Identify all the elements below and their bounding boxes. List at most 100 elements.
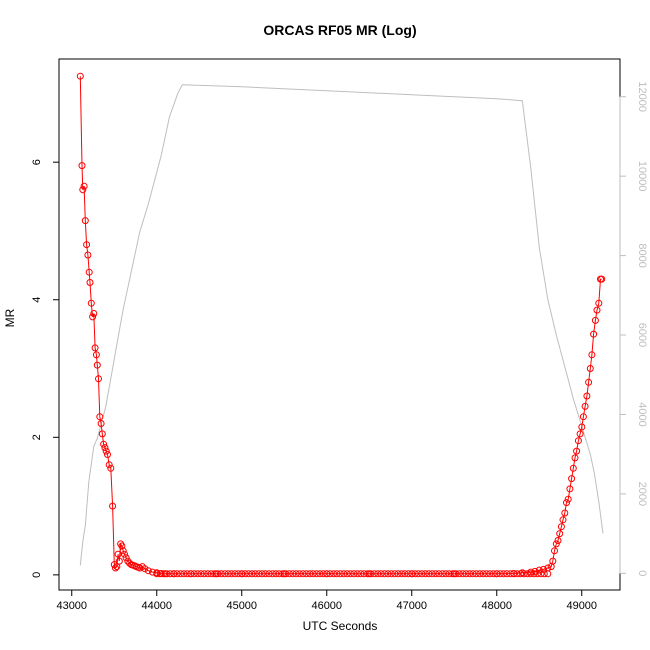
mr-point xyxy=(585,378,593,386)
mr-point xyxy=(384,570,392,578)
mr-point xyxy=(336,570,344,578)
mr-point xyxy=(449,570,457,578)
y2-tick-label: 12000 xyxy=(636,81,648,112)
mr-point xyxy=(566,485,574,493)
y2-tick-label: 0 xyxy=(636,570,648,576)
mr-point xyxy=(78,162,86,170)
mr-point xyxy=(228,570,235,578)
mr-point xyxy=(330,570,338,578)
mr-point xyxy=(79,186,87,194)
mr-point xyxy=(569,464,577,472)
mr-point xyxy=(124,557,132,565)
mr-point xyxy=(374,570,382,578)
y-axis-right: 0 2000 4000 6000 8000 10000 12000 xyxy=(619,81,648,576)
y-tick-label: 2 xyxy=(31,434,43,440)
mr-point xyxy=(258,570,266,578)
mr-point xyxy=(285,570,293,578)
mr-line xyxy=(79,76,602,575)
mr-point xyxy=(496,570,504,578)
mr-point xyxy=(381,570,389,578)
mr-point xyxy=(438,570,446,578)
mr-point xyxy=(93,361,101,369)
mr-point xyxy=(289,570,297,578)
mr-point xyxy=(200,570,208,578)
mr-point xyxy=(493,570,501,578)
mr-point xyxy=(574,437,582,445)
mr-point xyxy=(513,570,521,578)
mr-point xyxy=(377,570,385,578)
mr-point xyxy=(268,570,276,578)
mr-point xyxy=(581,402,589,410)
mr-point xyxy=(489,570,497,578)
mr-point xyxy=(551,547,558,555)
y2-tick-label: 8000 xyxy=(636,243,648,267)
altitude-line xyxy=(79,84,604,566)
mr-point xyxy=(221,570,229,578)
mr-point xyxy=(265,570,273,578)
mr-point xyxy=(234,570,242,578)
y2-tick-label: 4000 xyxy=(636,402,648,426)
mr-point xyxy=(292,570,300,578)
x-tick-label: 47000 xyxy=(396,600,427,612)
mr-point xyxy=(101,444,109,452)
mr-point xyxy=(173,570,181,578)
mr-point xyxy=(89,313,97,321)
mr-point xyxy=(333,570,341,578)
mr-point xyxy=(432,570,440,578)
mr-point xyxy=(445,570,453,578)
mr-point xyxy=(326,570,334,578)
mr-point xyxy=(166,570,174,578)
y-tick-label: 0 xyxy=(31,572,43,578)
mr-point xyxy=(204,570,212,578)
mr-point xyxy=(113,563,121,571)
mr-point xyxy=(418,570,426,578)
mr-point xyxy=(357,570,365,578)
y-axis-label: MR xyxy=(3,308,17,327)
mr-point xyxy=(299,570,307,578)
mr-point xyxy=(593,306,601,314)
mr-point xyxy=(153,570,161,578)
mr-point xyxy=(319,570,327,578)
mr-point xyxy=(442,570,450,578)
mr-point xyxy=(568,475,576,483)
mr-point xyxy=(156,570,164,578)
mr-point xyxy=(561,509,569,517)
mr-point xyxy=(149,568,156,576)
mr-point xyxy=(421,570,429,578)
plot-box xyxy=(58,58,621,591)
mr-point xyxy=(578,423,586,431)
mr-point xyxy=(595,299,603,307)
mr-point xyxy=(98,430,106,438)
y2-tick-label: 6000 xyxy=(636,323,648,347)
mr-point xyxy=(144,567,152,575)
mr-point xyxy=(112,564,119,572)
mr-point xyxy=(576,430,584,438)
mr-point xyxy=(563,499,570,507)
mr-point xyxy=(510,570,518,578)
mr-point xyxy=(479,570,487,578)
mr-point xyxy=(391,570,399,578)
mr-point xyxy=(323,570,331,578)
mr-point xyxy=(360,570,368,578)
mr-point xyxy=(534,570,541,578)
mr-point xyxy=(590,330,598,338)
mr-point xyxy=(245,570,253,578)
mr-point xyxy=(224,570,232,578)
mr-point xyxy=(187,570,195,578)
mr-point xyxy=(598,275,606,283)
mr-point xyxy=(556,530,564,538)
mr-point xyxy=(251,570,259,578)
mr-point xyxy=(500,570,508,578)
mr-point xyxy=(398,570,406,578)
mr-point xyxy=(121,550,128,558)
mr-point xyxy=(408,570,416,578)
mr-point xyxy=(107,464,115,472)
mr-point xyxy=(81,217,89,225)
mr-point xyxy=(452,570,460,578)
x-tick-label: 46000 xyxy=(311,600,342,612)
mr-point xyxy=(84,251,92,259)
mr-point xyxy=(86,279,94,286)
mr-point xyxy=(296,570,303,578)
x-tick-label: 44000 xyxy=(141,600,172,612)
mr-point xyxy=(87,299,95,307)
